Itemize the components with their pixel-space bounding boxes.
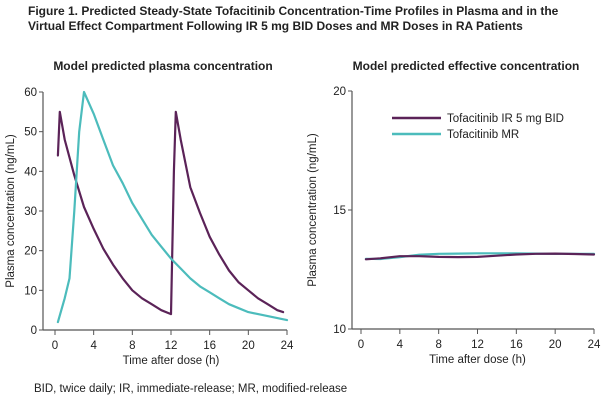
x-tick-label: 24: [588, 339, 601, 351]
y-axis-label: Plasma concentration (ng/mL): [307, 133, 319, 287]
x-tick-label: 12: [471, 339, 484, 351]
y-tick-label: 40: [24, 166, 37, 178]
x-tick-label: 4: [90, 340, 97, 352]
y-tick-label: 20: [24, 246, 37, 258]
x-tick-label: 16: [203, 340, 216, 352]
y-tick-label: 10: [24, 285, 37, 297]
y-axis-label: Plasma concentration (ng/mL): [5, 134, 17, 288]
x-tick-label: 20: [242, 340, 255, 352]
series-line-ir: [56, 110, 285, 316]
y-tick-label: 15: [333, 205, 346, 217]
x-tick-label: 24: [281, 340, 294, 352]
legend: Tofacitinib IR 5 mg BID Tofacitinib MR: [392, 113, 564, 141]
x-tick-label: 16: [510, 339, 523, 351]
x-axis-label: Time after dose (h): [123, 355, 220, 367]
chart-panel-1: Model predicted plasma concentration 0 10 2…: [5, 59, 294, 367]
legend-label-mr: Tofacitinib MR: [447, 129, 519, 141]
chart-title: Model predicted effective concentration: [353, 59, 580, 73]
y-tick-label: 0: [31, 325, 37, 337]
figure-footnote: BID, twice daily; IR, immediate-release;…: [34, 383, 348, 395]
x-tick-label: 4: [397, 339, 404, 351]
y-tick-label: 20: [333, 86, 346, 98]
legend-label-ir: Tofacitinib IR 5 mg BID: [447, 113, 564, 125]
x-tick-label: 0: [358, 339, 364, 351]
x-tick-label: 8: [435, 339, 441, 351]
y-tick-label: 30: [24, 206, 37, 218]
chart-title: Model predicted plasma concentration: [53, 59, 272, 73]
y-tick-label: 60: [24, 87, 37, 99]
chart-panel-2: Model predicted effective concentration 1…: [307, 59, 601, 366]
x-tick-label: 12: [165, 340, 178, 352]
y-tick-label: 10: [333, 324, 346, 336]
x-tick-label: 20: [549, 339, 562, 351]
figure-title: Figure 1. Predicted Steady-State Tofacit…: [28, 4, 559, 33]
series-line-ir: [364, 252, 596, 261]
series-line-mr: [56, 90, 289, 324]
x-tick-label: 0: [52, 340, 58, 352]
x-axis-label: Time after dose (h): [429, 354, 526, 366]
x-tick-label: 8: [129, 340, 135, 352]
y-tick-label: 50: [24, 127, 37, 139]
